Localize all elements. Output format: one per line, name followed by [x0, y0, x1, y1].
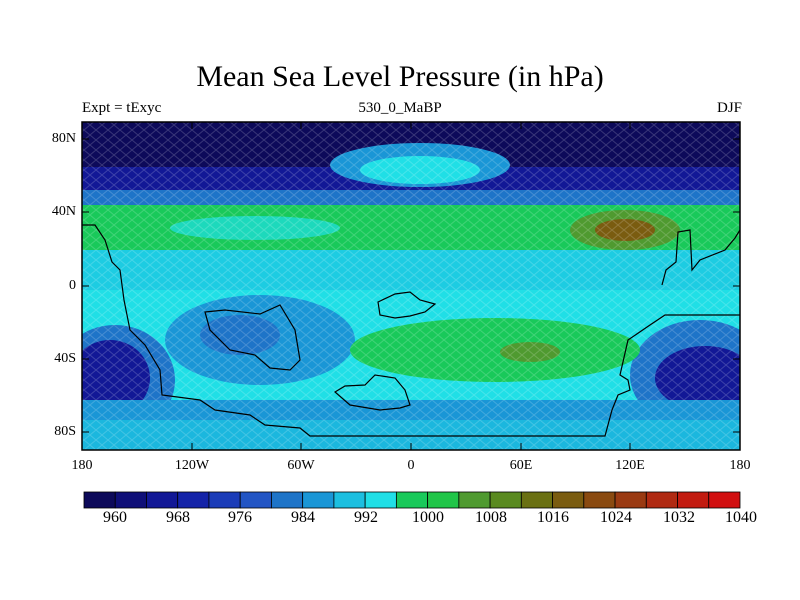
lon-label-60w: 60W	[287, 458, 315, 473]
map-title: Mean Sea Level Pressure (in hPa)	[196, 60, 604, 93]
lon-label-120e: 120E	[615, 458, 645, 473]
colorbar-label: 1000	[412, 509, 444, 526]
lon-label-0: 0	[407, 458, 415, 473]
time-label: 530_0_MaBP	[358, 100, 442, 116]
colorbar-swatch	[708, 491, 741, 509]
colorbar-label: 1024	[600, 509, 632, 526]
experiment-label: Expt = tExyc	[82, 100, 162, 116]
colorbar-swatch	[364, 491, 397, 509]
axis-ticks	[82, 122, 740, 450]
lat-label-80n: 80N	[51, 131, 76, 146]
lon-label-60e: 60E	[509, 458, 533, 473]
colorbar-label: 1032	[663, 509, 695, 526]
colorbar-swatch	[239, 491, 272, 509]
colorbar-label: 1008	[475, 509, 507, 526]
colorbar-swatch	[645, 491, 678, 509]
colorbar-swatch	[333, 491, 366, 509]
colorbar-swatch	[677, 491, 710, 509]
colorbar-swatch	[552, 491, 585, 509]
colorbar	[83, 491, 741, 509]
lon-label-180e: 180	[729, 458, 751, 473]
lat-label-40s: 40S	[54, 351, 76, 366]
colorbar-label: 1016	[537, 509, 569, 526]
colorbar-label: 960	[103, 509, 127, 526]
colorbar-swatch	[520, 491, 553, 509]
lon-label-120w: 120W	[174, 458, 210, 473]
season-label: DJF	[716, 100, 742, 116]
colorbar-swatch	[177, 491, 210, 509]
lon-label-180w: 180	[71, 458, 93, 473]
colorbar-swatch	[395, 491, 429, 509]
colorbar-swatch	[302, 491, 335, 509]
lat-label-40n: 40N	[51, 204, 76, 219]
colorbar-swatch	[489, 491, 522, 509]
colorbar-swatch	[427, 491, 460, 509]
coastline	[82, 224, 741, 437]
colorbar-label: 1040	[725, 509, 757, 526]
colorbar-swatch	[208, 491, 241, 509]
colorbar-swatch	[114, 491, 147, 509]
pressure-field	[82, 122, 740, 450]
lat-label-80s: 80S	[54, 424, 76, 439]
colorbar-label: 968	[166, 509, 190, 526]
colorbar-swatch	[146, 491, 179, 509]
colorbar-swatch	[271, 491, 304, 509]
colorbar-label: 984	[291, 509, 315, 526]
lat-label-0: 0	[69, 278, 76, 293]
colorbar-swatch	[83, 491, 116, 509]
colorbar-swatch	[458, 491, 491, 509]
colorbar-swatch	[583, 491, 616, 509]
colorbar-swatch	[614, 491, 647, 509]
colorbar-label: 992	[354, 509, 378, 526]
colorbar-label: 976	[228, 509, 252, 526]
